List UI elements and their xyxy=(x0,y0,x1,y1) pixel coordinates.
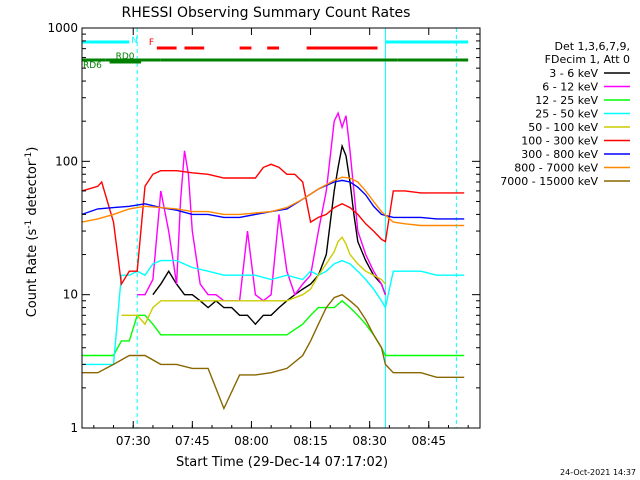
legend-label: 300 - 800 keV xyxy=(521,148,598,161)
x-tick-label: 08:45 xyxy=(411,434,446,448)
series-line-5 xyxy=(81,163,465,287)
flag-label-n: N xyxy=(131,36,138,46)
series-line-7 xyxy=(81,176,465,227)
plot-frame xyxy=(81,27,481,429)
legend-label: 7000 - 15000 keV xyxy=(500,175,598,188)
chart-title: RHESSI Observing Summary Count Rates xyxy=(122,5,411,21)
plot-area: N F RD0 RD6 xyxy=(81,28,469,428)
series-line-1 xyxy=(137,111,387,302)
x-axis-label: Start Time (29-Dec-14 07:17:02) xyxy=(176,455,388,470)
y-tick-label: 10 xyxy=(63,288,78,302)
legend-label: 12 - 25 keV xyxy=(535,94,598,107)
flag-label-rd6: RD6 xyxy=(83,61,102,71)
footer-timestamp: 24-Oct-2021 14:37 xyxy=(560,468,636,477)
legend-header-line-1: Det 1,3,6,7,9, xyxy=(554,40,630,53)
y-tick-label: 100 xyxy=(55,154,78,168)
x-tick-label: 07:45 xyxy=(175,434,210,448)
x-axis: 07:30 07:45 08:00 08:15 08:30 08:45 xyxy=(93,28,469,448)
series-line-0 xyxy=(152,143,387,326)
series-line-2 xyxy=(82,299,465,357)
x-tick-label: 07:30 xyxy=(116,434,151,448)
legend-label: 100 - 300 keV xyxy=(521,135,598,148)
legend-label: 800 - 7000 keV xyxy=(514,162,598,175)
series-line-4 xyxy=(121,236,386,326)
x-tick-label: 08:30 xyxy=(352,434,387,448)
series-line-3 xyxy=(82,259,465,366)
legend-label: 25 - 50 keV xyxy=(535,108,598,121)
y-tick-label: 1000 xyxy=(47,21,78,35)
legend-header-line-2: FDecim 1, Att 0 xyxy=(545,53,630,66)
y-tick-label: 1 xyxy=(70,421,78,435)
legend: Det 1,3,6,7,9, FDecim 1, Att 0 3 - 6 keV… xyxy=(500,40,630,188)
x-tick-label: 08:00 xyxy=(234,434,269,448)
y-axis: 1 10 100 1000 xyxy=(47,21,480,435)
legend-label: 50 - 100 keV xyxy=(528,121,598,134)
y-axis-label: Count Rate (s-1 detector-1) xyxy=(24,147,40,318)
flag-label-rd0: RD0 xyxy=(116,52,135,62)
x-tick-label: 08:15 xyxy=(293,434,328,448)
legend-label: 3 - 6 keV xyxy=(549,67,598,80)
flag-label-f: F xyxy=(149,38,154,48)
series-line-8 xyxy=(82,293,465,411)
legend-label: 6 - 12 keV xyxy=(542,81,598,94)
